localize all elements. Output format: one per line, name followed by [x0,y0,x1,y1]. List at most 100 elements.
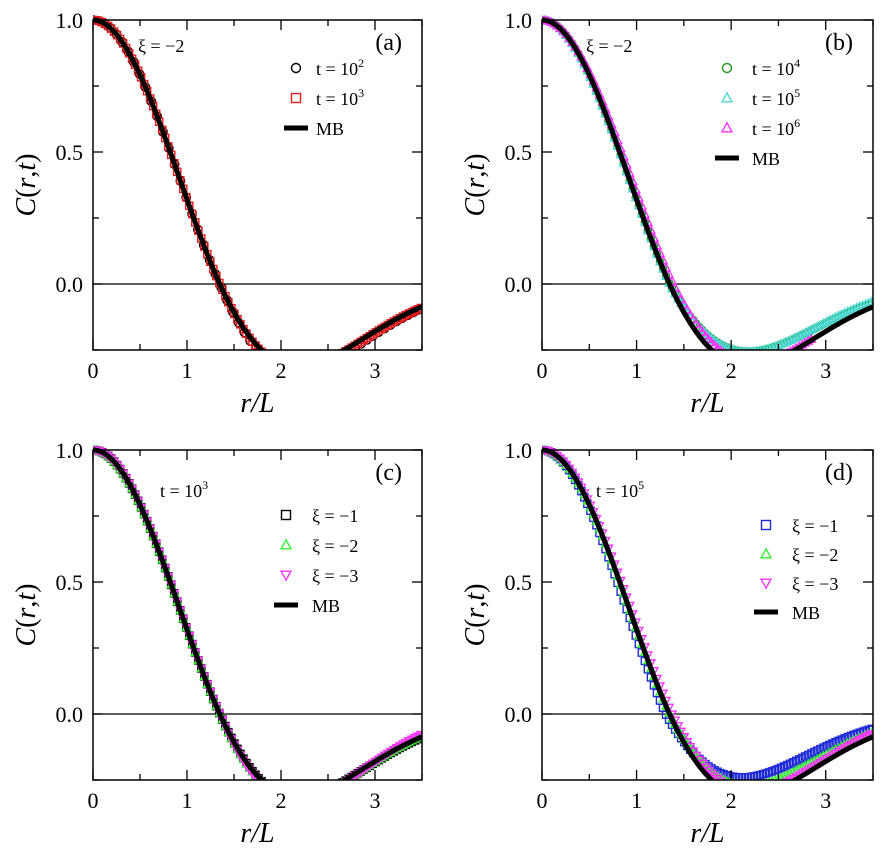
legend-entry-base: ξ = −1 [792,516,838,536]
data-point [700,330,711,340]
y-axis-label-part: t [460,162,491,171]
x-tick-label: 1 [631,358,642,383]
data-point [750,789,758,796]
data-point [738,357,746,364]
plot-frame [92,449,423,781]
plot-frame [92,19,423,351]
parameter-label-exponent: 5 [638,478,644,492]
data-point [338,778,341,780]
y-tick-label: 1.0 [505,8,533,33]
data-point [303,797,311,804]
legend: ξ = −1 ξ = −2 ξ = −3 MB [754,516,838,623]
legend-marker-swatch [720,91,734,103]
y-tick-label: 0.5 [505,140,533,165]
x-tick-label: 3 [820,788,831,813]
data-point [318,789,325,796]
x-tick-label: 3 [370,788,381,813]
y-tick-label: 1.0 [56,438,84,463]
panel-tag: (b) [825,30,853,56]
legend-marker-swatch [279,570,293,582]
data-point [333,353,340,360]
data-point [336,783,344,790]
data-point [735,778,737,780]
legend-entry-base: ξ = −3 [792,574,838,594]
data-point [738,788,746,795]
series-mb [542,447,873,780]
data-point [260,779,269,780]
x-tick-label: 0 [537,788,548,813]
data-point [335,779,344,780]
legend-marker-swatch [290,62,302,74]
data-point [726,349,728,350]
data-point [774,353,782,360]
data-point [762,778,764,780]
data-point [318,360,325,367]
data-point [756,779,758,780]
x-axis-label: r/L [690,388,724,419]
data-point [291,365,298,372]
legend-entry: ξ = −2 [312,536,358,556]
x-tick-label: 0 [88,358,99,383]
data-point [288,794,295,801]
data-point [300,365,307,372]
data-point [303,794,311,801]
y-axis-label-part: ( [11,619,42,628]
legend-marker-swatch [279,538,293,550]
data-point [691,318,702,328]
data-point [747,789,755,796]
data-point [267,356,274,363]
data-point [322,360,330,368]
data-point [333,782,341,789]
legend-entry-exponent: 4 [794,56,800,70]
data-point [327,785,335,792]
plot-area [93,15,422,372]
series-mb [93,447,422,780]
legend-entry-base: MB [792,603,820,623]
data-point [756,788,764,795]
legend-entry-base: MB [752,149,780,169]
legend-entry-exponent: 2 [358,56,364,70]
legend-entry: MB [312,596,340,616]
panel-b: 0 1 2 30.00.51.0r/LC(r,t)(b)ξ = −2t = 104t … [460,8,874,419]
data-point [860,298,871,308]
data-point [774,783,782,790]
plot-frame [541,19,874,351]
data-point [294,795,302,802]
data-point [336,351,343,358]
legend-entry-base: t = 10 [316,89,358,109]
data-point [337,779,348,780]
series-mb [542,17,873,350]
x-tick-label: 1 [182,358,193,383]
data-point [334,354,342,362]
y-axis-label-part: r [460,608,491,619]
legend-entry: MB [316,119,344,139]
data-point [315,790,322,797]
y-axis-label-part: , [11,171,42,178]
data-point [697,326,708,336]
data-point [324,789,332,796]
data-point [744,789,752,796]
x-tick-label: 2 [726,358,737,383]
data-point [312,791,319,798]
legend-entry-base: t = 10 [752,89,794,109]
data-point [291,794,298,801]
y-axis-label-part: t [460,592,491,601]
y-tick-label: 0.0 [56,702,84,727]
data-point [327,785,334,792]
legend-marker-swatch [759,578,773,590]
x-tick-label: 3 [820,358,831,383]
x-tick-label: 2 [276,358,287,383]
legend-marker-swatch [290,92,302,104]
data-point [300,798,308,805]
series-mb [93,17,422,350]
data-point [309,363,316,370]
parameter-label-base: t = 10 [596,481,638,501]
data-point [267,785,274,792]
data-point [778,779,790,780]
y-axis-label-part: ( [11,189,42,198]
data-point [328,357,336,365]
data-point [294,365,301,372]
legend-entry: MB [792,603,820,623]
data-point [306,793,313,800]
